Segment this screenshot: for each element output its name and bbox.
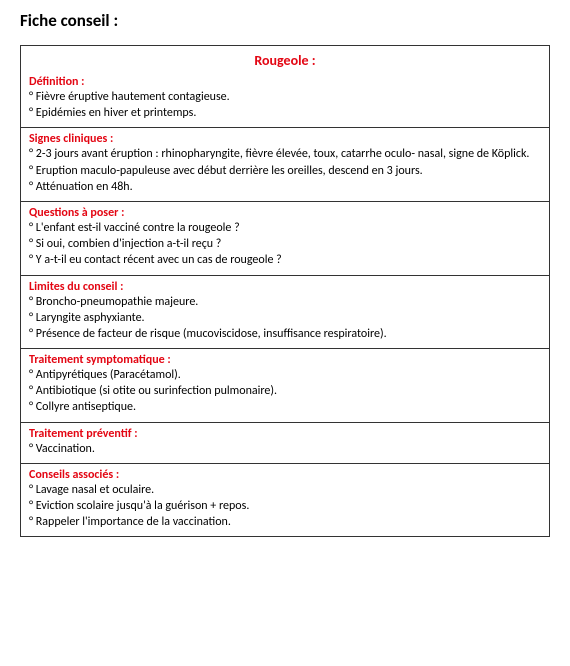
section-item: ° Antibiotique (si otite ou surinfection… — [29, 383, 541, 399]
section-traitement-preventif: Traitement préventif : ° Vaccination. — [21, 422, 549, 463]
section-item: ° Si oui, combien d'injection a-t-il reç… — [29, 236, 541, 252]
fiche-card: Rougeole : Définition : ° Fièvre éruptiv… — [20, 45, 550, 537]
page-title: Fiche conseil : — [20, 10, 550, 31]
section-traitement-symptomatique: Traitement symptomatique : ° Antipyrétiq… — [21, 348, 549, 422]
section-heading: Signes cliniques : — [29, 132, 541, 146]
section-heading: Traitement symptomatique : — [29, 353, 541, 367]
section-item: ° Epidémies en hiver et printemps. — [29, 105, 541, 121]
section-definition: Définition : ° Fièvre éruptive hautement… — [21, 71, 549, 127]
section-item: ° Atténuation en 48h. — [29, 179, 541, 195]
section-item: ° Collyre antiseptique. — [29, 399, 541, 415]
section-signes-cliniques: Signes cliniques : ° 2-3 jours avant éru… — [21, 127, 549, 201]
section-item: ° Lavage nasal et oculaire. — [29, 482, 541, 498]
section-item: ° Broncho-pneumopathie majeure. — [29, 294, 541, 310]
section-item: ° 2-3 jours avant éruption : rhinopharyn… — [29, 146, 541, 162]
section-item: ° Vaccination. — [29, 441, 541, 457]
section-heading: Conseils associés : — [29, 468, 541, 482]
section-item: ° Y a-t-il eu contact récent avec un cas… — [29, 252, 541, 268]
section-item: ° Rappeler l'importance de la vaccinatio… — [29, 514, 541, 530]
section-item: ° Fièvre éruptive hautement contagieuse. — [29, 89, 541, 105]
section-item: ° Eruption maculo-papuleuse avec début d… — [29, 163, 541, 179]
section-heading: Traitement préventif : — [29, 427, 541, 441]
section-questions: Questions à poser : ° L'enfant est-il va… — [21, 201, 549, 275]
section-limites: Limites du conseil : ° Broncho-pneumopat… — [21, 275, 549, 349]
fiche-title: Rougeole : — [21, 46, 549, 71]
section-item: ° L'enfant est-il vacciné contre la roug… — [29, 220, 541, 236]
section-heading: Questions à poser : — [29, 206, 541, 220]
section-item: ° Présence de facteur de risque (mucovis… — [29, 326, 541, 342]
section-item: ° Laryngite asphyxiante. — [29, 310, 541, 326]
section-heading: Définition : — [29, 75, 541, 89]
section-item: ° Eviction scolaire jusqu'à la guérison … — [29, 498, 541, 514]
section-conseils-associes: Conseils associés : ° Lavage nasal et oc… — [21, 463, 549, 537]
section-item: ° Antipyrétiques (Paracétamol). — [29, 367, 541, 383]
section-heading: Limites du conseil : — [29, 280, 541, 294]
